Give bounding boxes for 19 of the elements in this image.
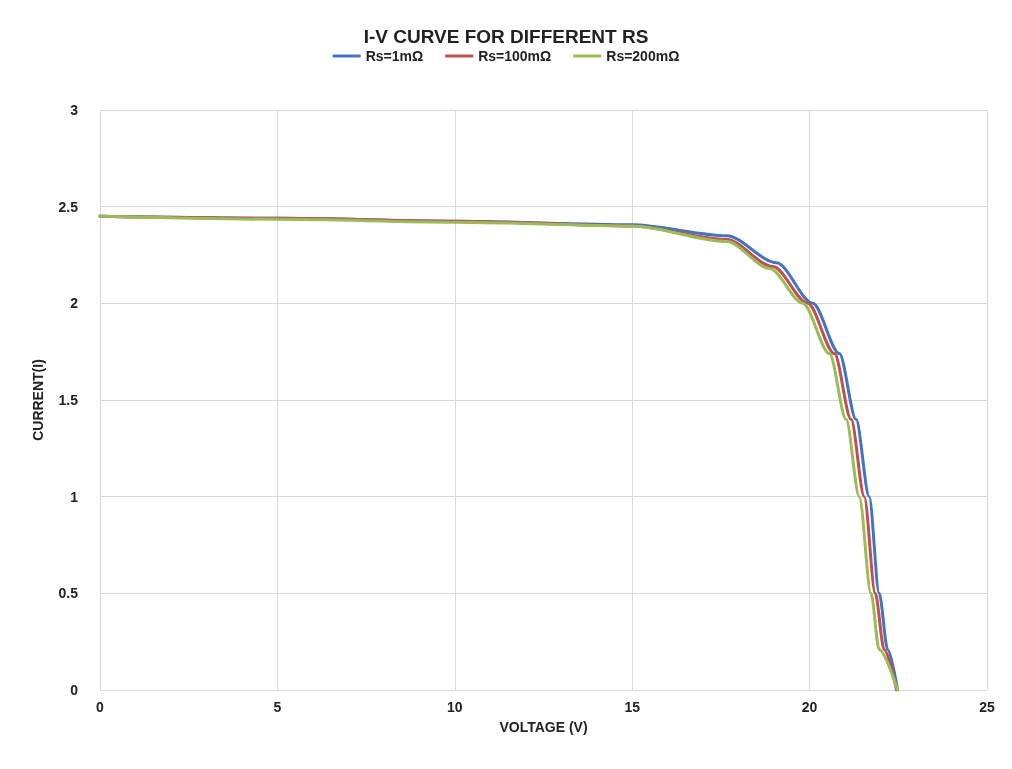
y-tick-label: 3 [70, 102, 79, 118]
x-tick-label: 15 [624, 699, 641, 715]
legend-label: Rs=100mΩ [478, 48, 552, 64]
x-tick-label: 20 [801, 699, 818, 715]
y-tick-label: 1.5 [58, 392, 79, 408]
legend-label: Rs=200mΩ [606, 48, 680, 64]
y-tick-label: 0.5 [58, 585, 79, 602]
x-tick-label: 10 [447, 699, 463, 715]
y-axis-title: CURRENT(I) [30, 359, 46, 441]
x-tick-label: 25 [979, 699, 995, 715]
x-tick-label: 5 [273, 699, 282, 715]
legend-label: Rs=1mΩ [365, 48, 424, 64]
y-tick-label: 0 [70, 682, 79, 698]
x-tick-label: 0 [96, 699, 105, 715]
y-tick-label: 2.5 [58, 198, 79, 215]
y-tick-label: 2 [70, 295, 79, 312]
y-tick-label: 1 [70, 488, 79, 505]
x-axis-title: VOLTAGE (V) [499, 719, 588, 735]
chart-title: I-V CURVE FOR DIFFERENT RS [363, 26, 649, 47]
